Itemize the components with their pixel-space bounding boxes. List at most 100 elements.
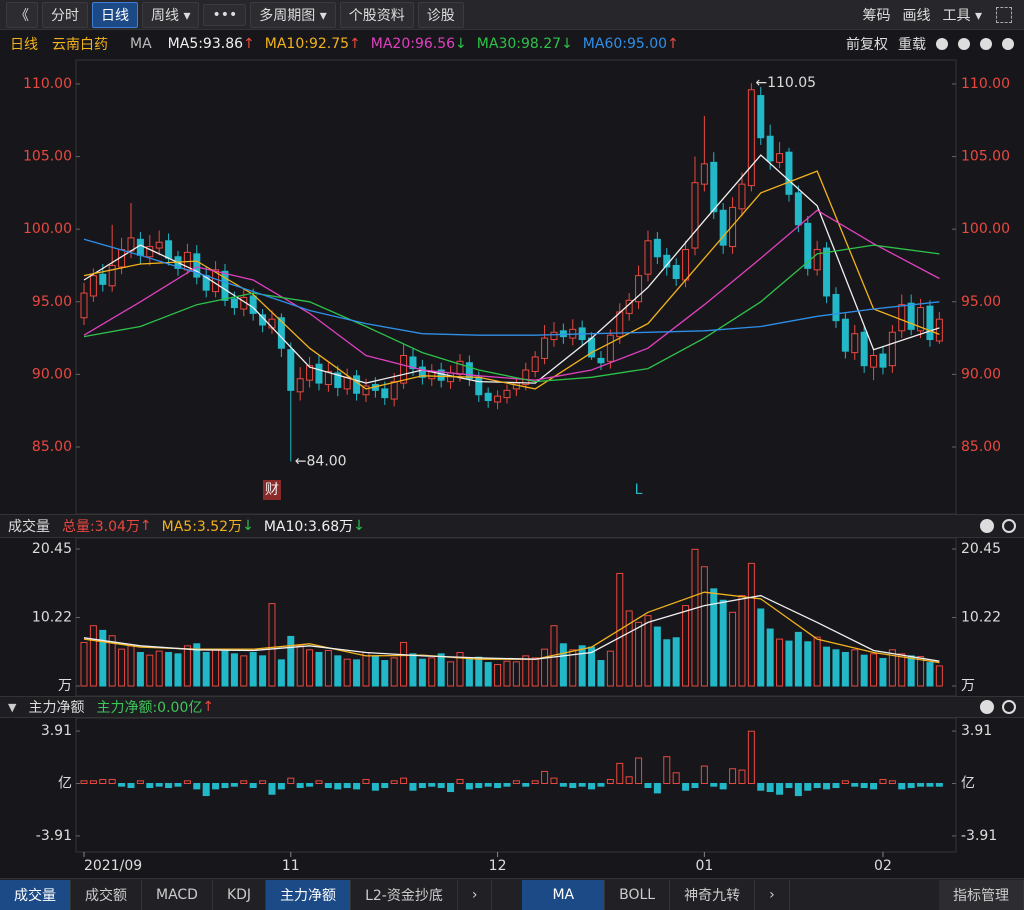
bar — [343, 783, 351, 789]
price-annotation: ←110.05 — [755, 75, 816, 91]
bar — [174, 653, 182, 687]
bar — [475, 783, 483, 789]
zoom-in-icon[interactable] — [980, 38, 992, 50]
toolbar-button[interactable]: 《 — [6, 1, 38, 28]
bar — [635, 757, 643, 785]
toolbar-button[interactable]: 筹码 — [862, 7, 891, 24]
legend-arrow: ↓ — [455, 36, 467, 52]
bar — [578, 783, 586, 787]
bar — [428, 657, 436, 687]
indicator-tab[interactable]: MACD — [142, 879, 213, 910]
bar — [898, 783, 906, 790]
bar — [832, 649, 840, 687]
indicator-tab[interactable]: 神奇九转 — [670, 879, 756, 910]
bar — [259, 780, 267, 785]
candle-body — [644, 240, 652, 275]
candle-body — [155, 241, 163, 249]
bar — [174, 783, 182, 787]
candle-body — [165, 240, 173, 259]
ma-line — [83, 170, 940, 390]
bar — [230, 653, 238, 687]
bar — [118, 783, 126, 787]
bar — [315, 780, 323, 785]
bar — [757, 783, 765, 791]
bar — [851, 783, 859, 787]
toolbar-button[interactable]: 画线 — [902, 7, 931, 24]
indicator-tab[interactable]: › — [755, 879, 790, 910]
indicator-tab[interactable]: 成交量 — [0, 879, 71, 910]
bar — [381, 660, 389, 687]
bar — [418, 783, 426, 789]
collapse-button[interactable]: ▼ — [8, 700, 17, 714]
indicator-tab[interactable]: L2-资金抄底 — [351, 879, 458, 910]
bar — [653, 783, 661, 794]
bar — [898, 653, 906, 687]
bar — [249, 783, 257, 789]
bar — [136, 652, 144, 687]
candle-body — [146, 246, 154, 258]
legend-arrow: ↑ — [349, 36, 361, 52]
close-icon[interactable] — [980, 519, 994, 533]
bar — [550, 777, 558, 784]
y-tick-label-right: 105.00 — [961, 149, 1010, 165]
bar — [776, 783, 784, 795]
bar — [390, 657, 398, 687]
candle-body — [926, 305, 934, 341]
toolbar-button[interactable]: 日线 — [92, 1, 138, 28]
candle-body — [635, 275, 643, 303]
toolbar-button[interactable]: ••• — [203, 3, 247, 26]
bar — [183, 645, 191, 687]
indicator-tab[interactable]: MA — [522, 879, 606, 910]
bar — [907, 783, 915, 789]
candle-body — [879, 353, 887, 368]
x-tick-label: 01 — [695, 858, 713, 874]
bar — [99, 629, 107, 687]
indicator-tab[interactable]: BOLL — [605, 879, 671, 910]
toolbar-button[interactable]: 分时 — [42, 1, 88, 28]
toolbar-button[interactable]: 个股资料 — [339, 1, 414, 28]
bar — [766, 783, 774, 793]
toolbar-button[interactable]: 多周期图 ▾ — [250, 1, 336, 28]
candle-body — [682, 248, 690, 281]
candle-body — [541, 337, 549, 359]
candle-body — [550, 331, 558, 341]
manage-button[interactable]: 指标管理 — [939, 879, 1024, 910]
toolbar-button[interactable]: 工具 ▾ — [942, 7, 982, 24]
undo-icon[interactable] — [958, 38, 970, 50]
adjust-button[interactable]: 重载 — [898, 37, 926, 53]
toolbar-button[interactable]: 周线 ▾ — [142, 1, 200, 28]
period: 日线 — [10, 37, 38, 53]
bar — [559, 643, 567, 687]
bar — [202, 652, 210, 687]
bar — [691, 783, 699, 789]
indicator-tab[interactable]: › — [458, 879, 493, 910]
y-tick-label: 110.00 — [23, 76, 72, 92]
bar — [851, 649, 859, 687]
adjust-button[interactable]: 前复权 — [846, 37, 888, 53]
bar — [588, 783, 596, 790]
settings-icon[interactable] — [1002, 519, 1016, 533]
toolbar-button[interactable]: 诊股 — [417, 1, 464, 28]
ma-line — [83, 238, 940, 336]
candle-body — [400, 355, 408, 384]
indicator-tabs: 成交量 成交额 MACD KDJ 主力净额 L2-资金抄底 › MA BOLL 神奇九转 › 指标管理 — [0, 878, 1024, 910]
zoom-out-icon[interactable] — [1002, 38, 1014, 50]
y-tick-label-right: 100.00 — [961, 221, 1010, 237]
x-tick-label: 02 — [874, 858, 892, 874]
settings-icon[interactable] — [1002, 700, 1016, 714]
bar — [212, 649, 220, 687]
legend-arrow: ↓ — [561, 36, 573, 52]
indicator-tab[interactable]: KDJ — [213, 879, 267, 910]
indicator-tab[interactable]: 成交额 — [71, 879, 142, 910]
bar — [447, 661, 455, 687]
close-icon[interactable] — [980, 700, 994, 714]
bar — [456, 778, 464, 784]
bar — [766, 628, 774, 687]
lock-icon[interactable] — [936, 38, 948, 50]
fullscreen-icon[interactable] — [996, 6, 1012, 23]
indicator-tab[interactable]: 主力净额 — [266, 879, 352, 910]
bar — [738, 769, 746, 785]
bar — [108, 635, 116, 687]
y-tick-label: 3.91 — [41, 723, 72, 739]
bar — [597, 783, 605, 787]
